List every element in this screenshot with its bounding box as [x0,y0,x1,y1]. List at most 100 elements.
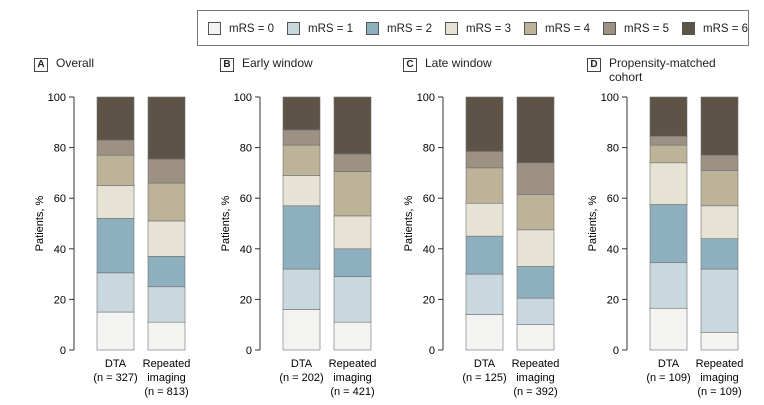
legend-swatch [366,22,379,35]
x-category-label: imaging [147,372,186,384]
bar-segment-mrs-5 [96,139,135,156]
y-tick-label: 100 [234,92,252,104]
bar-segment-mrs-3 [649,162,688,205]
bar-segment-mrs-0 [700,331,739,351]
panel-letter: D [587,58,601,72]
y-tick-label: 20 [240,294,252,306]
x-category-label: Repeated [329,358,377,370]
x-category-label: (n = 421) [330,386,374,398]
y-tick-label: 100 [601,92,619,104]
y-tick-label: 0 [246,345,252,357]
bar-segment-mrs-3 [465,202,504,237]
stacked-bar-chart: Patients, % 0 20 40 60 80 100 DTA (n = 125) Repea… [403,92,560,398]
y-tick-label: 80 [240,143,252,155]
bar-segment-mrs-3 [333,215,372,250]
bar-segment-mrs-1 [649,262,688,309]
legend-label: mRS = 2 [387,23,433,35]
legend-label: mRS = 4 [545,23,591,35]
y-tick-label: 60 [607,193,619,205]
bar-segment-mrs-4 [516,194,555,231]
bar-segment-mrs-4 [465,167,504,204]
bar-segment-mrs-3 [516,229,555,267]
bar-segment-mrs-6 [649,96,688,137]
bar-segment-mrs-0 [465,314,504,351]
panel-title: Early window [242,56,313,70]
y-tick-label: 20 [423,294,435,306]
bar-segment-mrs-6 [147,96,186,160]
y-tick-label: 60 [423,193,435,205]
bar-segment-mrs-2 [96,218,135,274]
x-category-label: (n = 109) [697,386,741,398]
panel-letter: B [220,58,234,72]
x-category-label: DTA [105,358,127,370]
y-tick-label: 0 [60,345,66,357]
x-category-label: Repeated [512,358,560,370]
y-axis-label: Patients, % [403,195,415,251]
bar-segment-mrs-0 [147,321,186,351]
bar-segment-mrs-2 [465,235,504,275]
bar-segment-mrs-4 [147,182,186,222]
bar-segment-mrs-1 [333,276,372,323]
bar-segment-mrs-4 [700,170,739,207]
bar-segment-mrs-0 [96,311,135,351]
bar-segment-mrs-5 [649,135,688,146]
x-category-label: imaging [516,372,555,384]
bar-segment-mrs-0 [516,324,555,351]
panel-c-late-window: C Late window Patients, % 0 20 40 60 80 100 DTA… [403,56,583,401]
bar-segment-mrs-6 [465,96,504,152]
bar-segment-mrs-1 [96,272,135,313]
x-category-label: (n = 813) [144,386,188,398]
bar-segment-mrs-5 [516,162,555,195]
y-tick-label: 80 [607,143,619,155]
stacked-bar-chart: Patients, % 0 20 40 60 80 100 DTA (n = 109) Repea… [587,92,743,398]
bar-segment-mrs-5 [465,151,504,169]
legend-label: mRS = 6 [703,23,749,35]
legend-label: mRS = 3 [466,23,512,35]
panel-title: Overall [56,56,95,70]
y-tick-label: 0 [429,345,435,357]
stacked-bar-chart: Patients, % 0 20 40 60 80 100 DTA (n = 327) Repea… [34,92,191,398]
bar-segment-mrs-1 [516,297,555,325]
bar-segment-mrs-2 [282,205,321,270]
x-category-label: (n = 327) [93,372,137,384]
panel-title: Late window [425,56,492,70]
x-category-label: imaging [333,372,372,384]
panel-a-overall: A Overall Patients, % 0 20 40 60 80 100 DTA (n =… [34,56,214,401]
x-category-label: (n = 392) [513,386,557,398]
bar-segment-mrs-3 [282,175,321,207]
y-tick-label: 60 [240,193,252,205]
x-category-label: imaging [700,372,739,384]
panel-d-propensity-matched: D Propensity-matched cohort Patients, % 0… [587,56,764,401]
legend-swatch [208,22,221,35]
bar-segment-mrs-0 [333,321,372,351]
bar-segment-mrs-5 [147,158,186,184]
y-tick-label: 20 [607,294,619,306]
bar-segment-mrs-6 [516,96,555,164]
x-category-label: Repeated [143,358,191,370]
y-tick-label: 40 [240,244,252,256]
bar-segment-mrs-2 [649,204,688,264]
bar-segment-mrs-3 [147,220,186,257]
legend-swatch [287,22,300,35]
y-tick-label: 40 [423,244,435,256]
y-tick-label: 80 [423,143,435,155]
bar-segment-mrs-4 [649,144,688,164]
bar-segment-mrs-4 [333,171,372,217]
bar-segment-mrs-2 [516,266,555,299]
bar-segment-mrs-6 [333,96,372,155]
bar-segment-mrs-4 [282,144,321,176]
bar-segment-mrs-1 [700,268,739,333]
legend-label: mRS = 5 [624,23,670,35]
y-axis-label: Patients, % [34,195,46,251]
panel-b-early-window: B Early window Patients, % 0 20 40 60 80 100 DT… [220,56,400,401]
y-tick-label: 100 [48,92,66,104]
bar-segment-mrs-2 [147,256,186,288]
panel-letter: C [403,58,417,72]
bar-segment-mrs-0 [282,309,321,351]
legend-label: mRS = 1 [308,23,354,35]
bar-segment-mrs-3 [700,205,739,239]
legend-swatch [603,22,616,35]
panel-letter: A [34,58,48,72]
legend-swatch [682,22,695,35]
x-category-label: (n = 125) [462,372,506,384]
